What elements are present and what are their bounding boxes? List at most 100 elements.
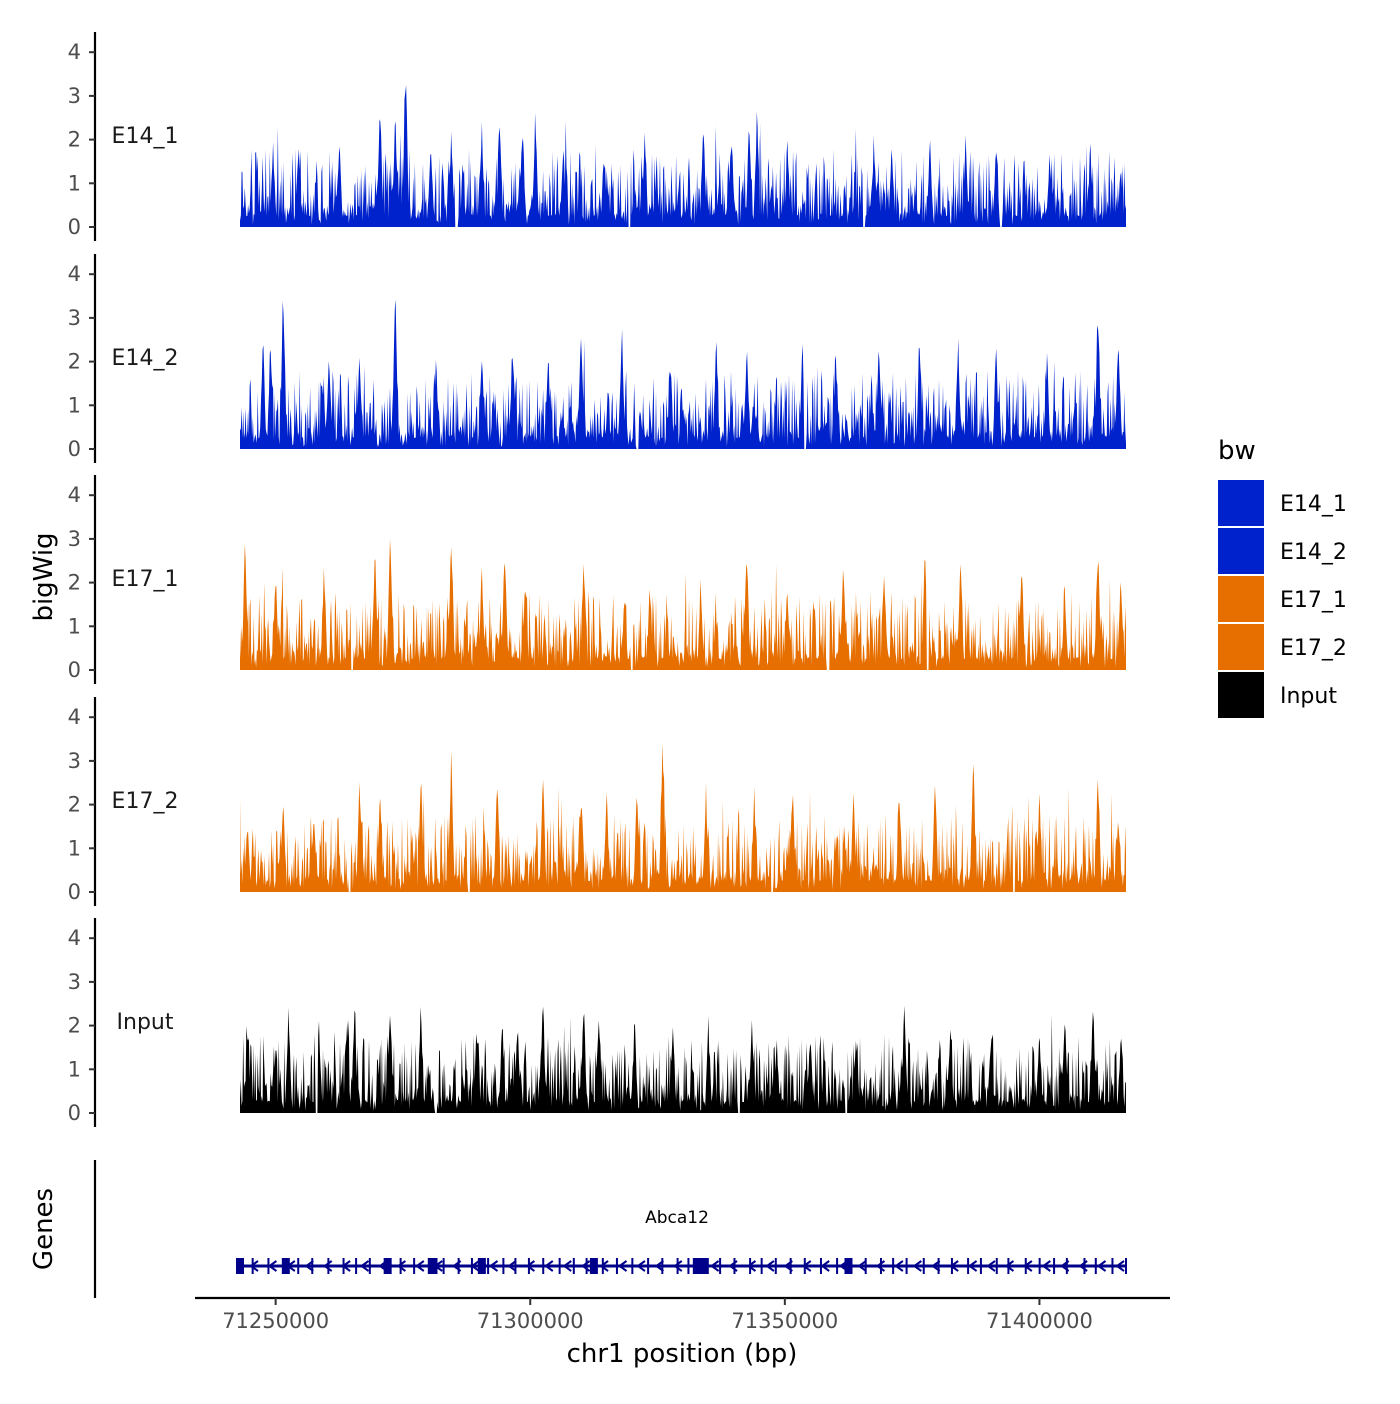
y-tick-label: 3 <box>68 306 81 330</box>
y-tick-label: 4 <box>68 705 81 729</box>
legend-label: E14_1 <box>1280 492 1347 517</box>
gene-exon <box>1065 1258 1068 1274</box>
gene-exon <box>427 1258 430 1274</box>
y-tick-label: 4 <box>68 483 81 507</box>
gene-exon <box>355 1258 358 1274</box>
strand-arrow <box>1023 1260 1033 1272</box>
gene-exon <box>457 1258 460 1274</box>
track-label: Input <box>117 1010 174 1035</box>
gene-exon <box>879 1258 882 1274</box>
strand-arrow <box>857 1260 867 1272</box>
y-tick-label: 2 <box>68 793 81 817</box>
y-tick-label: 3 <box>68 749 81 773</box>
gene-exon <box>413 1258 416 1274</box>
coverage-area <box>240 538 1126 670</box>
gene-exon <box>733 1258 736 1274</box>
strand-arrow <box>507 1260 517 1272</box>
gene-exon <box>477 1258 486 1274</box>
gene-exon <box>687 1258 690 1274</box>
legend-swatch <box>1218 528 1264 574</box>
track-label: E14_1 <box>112 124 179 149</box>
strand-arrow <box>967 1260 978 1272</box>
legend-label: E17_2 <box>1280 636 1347 661</box>
track-e14-1: 0 1 2 3 4 E14_1 <box>68 32 1126 241</box>
gene-exon <box>661 1258 664 1274</box>
legend-swatch <box>1218 576 1264 622</box>
strand-arrow <box>267 1260 278 1272</box>
track-input: 0 1 2 3 4 Input <box>68 918 1126 1127</box>
coverage-area <box>240 299 1126 449</box>
strand-arrow <box>617 1260 628 1272</box>
y-tick-label: 3 <box>68 84 81 108</box>
gene-exon <box>572 1258 575 1274</box>
y-tick-label: 3 <box>68 970 81 994</box>
coverage-area <box>240 1005 1126 1113</box>
strand-arrow <box>728 1260 738 1272</box>
y-tick-label: 1 <box>68 1057 81 1081</box>
gene-exon <box>615 1258 618 1274</box>
gene-exon <box>774 1258 777 1274</box>
strand-arrow <box>746 1260 757 1272</box>
strand-arrow <box>949 1260 959 1272</box>
y-tick-label: 2 <box>68 1014 81 1038</box>
x-tick-label: 71400000 <box>986 1309 1093 1333</box>
strand-arrow <box>415 1260 425 1272</box>
gene-exon <box>760 1258 763 1274</box>
gene-exon <box>442 1258 445 1274</box>
strand-arrow <box>378 1260 388 1272</box>
gene-exon <box>937 1258 940 1274</box>
gene-exon <box>979 1258 982 1274</box>
strand-arrow <box>562 1260 572 1272</box>
x-tick-label: 71250000 <box>222 1309 329 1333</box>
gene-exon <box>589 1258 598 1274</box>
gene-exon <box>836 1258 839 1274</box>
strand-arrow <box>636 1260 646 1272</box>
strand-arrow <box>1078 1260 1088 1272</box>
gene-abca12: Abca12 <box>236 1208 1127 1274</box>
gene-exon <box>892 1258 895 1274</box>
gene-exon <box>327 1258 330 1274</box>
strand-arrow <box>1096 1260 1107 1272</box>
gene-exon <box>905 1258 908 1274</box>
strand-arrow <box>488 1260 499 1272</box>
gene-exon <box>368 1258 371 1274</box>
track-label: E14_2 <box>112 346 179 371</box>
gene-exon <box>676 1258 679 1274</box>
gene-exon <box>542 1258 545 1274</box>
strand-arrow <box>359 1260 370 1272</box>
legend-label: Input <box>1280 684 1337 709</box>
gene-exon <box>281 1258 290 1274</box>
strand-arrow <box>1059 1260 1070 1272</box>
strand-arrow <box>396 1260 406 1272</box>
y-tick-label: 0 <box>68 215 81 239</box>
legend-label: E14_2 <box>1280 540 1347 565</box>
gene-exon <box>1053 1258 1056 1274</box>
legend-swatch <box>1218 624 1264 670</box>
gene-exon <box>297 1258 300 1274</box>
gene-exon <box>236 1258 244 1274</box>
strand-arrow <box>654 1260 664 1272</box>
y-tick-label: 0 <box>68 1101 81 1125</box>
track-e14-2: 0 1 2 3 4 E14_2 <box>68 254 1126 463</box>
strand-arrow <box>286 1260 296 1272</box>
strand-arrow <box>673 1260 683 1272</box>
y-tick-label: 3 <box>68 527 81 551</box>
strand-arrow <box>304 1260 314 1272</box>
y-tick-label: 1 <box>68 171 81 195</box>
y-tick-label: 2 <box>68 350 81 374</box>
track-e17-2: 0 1 2 3 4 E17_2 <box>68 697 1126 906</box>
strand-arrow <box>986 1260 996 1272</box>
y-tick-label: 0 <box>68 437 81 461</box>
strand-arrow <box>1041 1260 1051 1272</box>
y-tick-label: 4 <box>68 926 81 950</box>
gene-exon <box>631 1258 634 1274</box>
strand-arrow <box>1004 1260 1015 1272</box>
strand-arrow <box>875 1260 886 1272</box>
strand-arrow <box>894 1260 904 1272</box>
gene-exon <box>844 1258 853 1274</box>
y-axis-title: bigWig <box>29 532 59 621</box>
gene-exon <box>383 1258 392 1274</box>
gene-exon <box>429 1258 438 1274</box>
